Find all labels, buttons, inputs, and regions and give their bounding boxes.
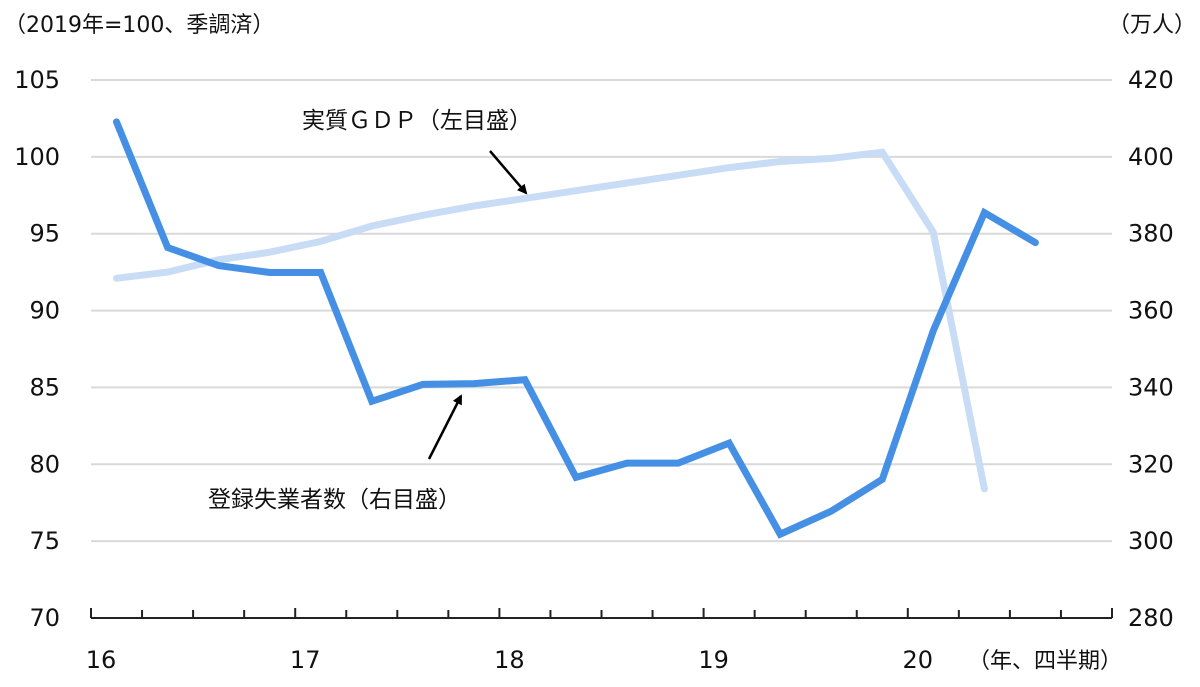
left-axis-tick-label: 70	[29, 604, 60, 632]
right-axis-unit-label: （万人）	[1108, 13, 1196, 38]
gridlines	[91, 79, 1112, 543]
right-axis-tick-label: 360	[1128, 297, 1174, 325]
x-axis-tick-label: 20	[903, 646, 934, 674]
axes	[90, 608, 1113, 619]
x-axis-tick-label: 19	[698, 646, 729, 674]
unemployment-line	[113, 118, 1039, 539]
left-axis-tick-label: 75	[29, 527, 60, 555]
right-axis-tick-label: 340	[1128, 373, 1174, 401]
left-axis-tick-label: 100	[14, 143, 60, 171]
x-axis-tick-label: 16	[86, 646, 117, 674]
right-axis-tick-label: 320	[1128, 450, 1174, 478]
gdp-annotation: 実質ＧＤＰ（左目盛）	[302, 108, 532, 134]
left-axis-tick-label: 85	[29, 373, 60, 401]
left-axis-tick-label: 95	[29, 220, 60, 248]
left-axis-unit-label: （2019年=100、季調済）	[4, 13, 274, 38]
tick-labels: 105 100 95 90 85 80 75 70 420 400 380 360 340 320 300 2…	[14, 66, 1174, 674]
x-axis-tick-label: 17	[290, 646, 321, 674]
unemployment-arrow-icon	[427, 394, 463, 460]
data-series	[113, 118, 1039, 539]
right-axis-tick-label: 380	[1128, 220, 1174, 248]
x-axis-tick-label: 18	[494, 646, 525, 674]
right-axis-tick-label: 400	[1128, 143, 1174, 171]
right-axis-tick-label: 280	[1128, 604, 1174, 632]
left-axis-tick-label: 80	[29, 450, 60, 478]
unemployment-annotation: 登録失業者数（右目盛）	[208, 487, 461, 513]
left-axis-tick-label: 105	[14, 66, 60, 94]
gdp-arrow-icon	[489, 150, 528, 195]
right-axis-tick-label: 300	[1128, 527, 1174, 555]
x-axis-unit-label: （年、四半期）	[968, 649, 1122, 674]
left-axis-tick-label: 90	[29, 297, 60, 325]
gdp-line	[113, 148, 988, 493]
right-axis-tick-label: 420	[1128, 66, 1174, 94]
